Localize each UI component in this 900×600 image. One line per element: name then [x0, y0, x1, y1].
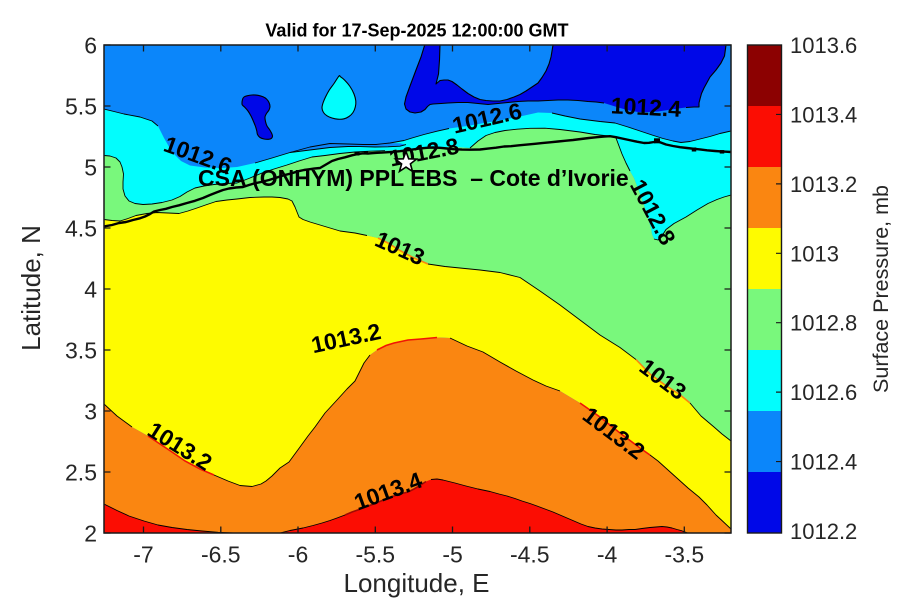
- svg-text:1013.6: 1013.6: [790, 33, 857, 58]
- svg-text:3: 3: [84, 398, 97, 424]
- svg-text:1013.2: 1013.2: [790, 172, 857, 197]
- svg-text:4: 4: [84, 276, 97, 302]
- svg-text:1013.4: 1013.4: [790, 102, 857, 127]
- svg-text:Latitude, N: Latitude, N: [16, 225, 46, 351]
- svg-text:2.5: 2.5: [65, 459, 97, 485]
- svg-text:-5: -5: [442, 542, 462, 568]
- svg-text:-4.5: -4.5: [510, 542, 550, 568]
- svg-text:-6: -6: [288, 542, 308, 568]
- svg-text:-3.5: -3.5: [664, 542, 704, 568]
- svg-text:2: 2: [84, 520, 97, 546]
- svg-text:5: 5: [84, 154, 97, 180]
- svg-text:4.5: 4.5: [65, 215, 97, 241]
- svg-text:-7: -7: [133, 542, 153, 568]
- svg-text:1012.2: 1012.2: [790, 519, 857, 544]
- svg-text:Valid for 17-Sep-2025 12:00:00: Valid for 17-Sep-2025 12:00:00 GMT: [265, 21, 568, 41]
- svg-text:1013: 1013: [790, 241, 839, 266]
- svg-text:Longitude, E: Longitude, E: [343, 568, 489, 598]
- svg-text:1012.6: 1012.6: [790, 380, 857, 405]
- svg-text:1012.4: 1012.4: [790, 450, 857, 475]
- svg-text:CSA (ONHYM) PPL EBS – Cote d’: CSA (ONHYM) PPL EBS – Cote d’Ivorie: [198, 165, 629, 191]
- svg-text:1012.8: 1012.8: [790, 311, 857, 336]
- svg-text:-4: -4: [597, 542, 618, 568]
- svg-text:-6.5: -6.5: [201, 542, 241, 568]
- svg-text:6: 6: [84, 32, 97, 58]
- svg-text:-5.5: -5.5: [355, 542, 395, 568]
- svg-text:3.5: 3.5: [65, 337, 97, 363]
- svg-text:5.5: 5.5: [65, 93, 97, 119]
- svg-text:Surface Pressure, mb: Surface Pressure, mb: [869, 185, 893, 393]
- svg-text:1012.4: 1012.4: [610, 92, 682, 122]
